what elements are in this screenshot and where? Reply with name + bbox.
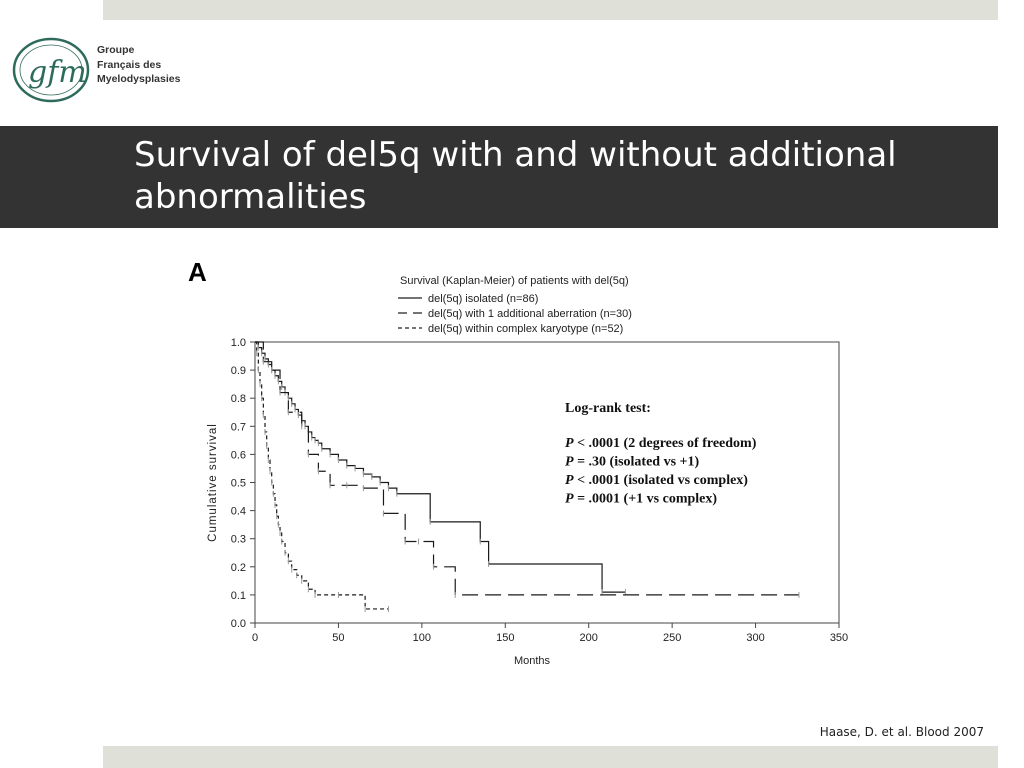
- survival-curves: [255, 341, 800, 612]
- series-line-2: [255, 341, 799, 596]
- y-tick-label: 0.0: [231, 618, 246, 630]
- y-tick-label: 0.3: [231, 534, 246, 546]
- annotation-line: P < .0001 (isolated vs complex): [565, 473, 748, 488]
- logo-mark: gfm: [28, 55, 87, 90]
- annotation-heading: Log-rank test:: [565, 401, 651, 416]
- logo-line-2: Français des: [97, 58, 162, 71]
- panel-label: A: [188, 257, 207, 287]
- plot-area-border: [254, 341, 840, 624]
- logo-line-3: Myelodysplasies: [97, 73, 181, 85]
- y-tick-label: 0.9: [231, 365, 246, 377]
- x-axis-ticks: 0 50 100 150 200 250 300 350: [252, 623, 848, 644]
- bottom-accent-bar: [103, 746, 998, 768]
- y-tick-label: 0.8: [231, 393, 246, 405]
- y-axis-label: Cumulative survival: [207, 423, 219, 542]
- x-tick-label: 0: [252, 632, 258, 644]
- logo-line-1: Groupe: [97, 44, 135, 56]
- logo-ring: [12, 37, 90, 103]
- x-axis-label: Months: [514, 655, 551, 667]
- annotation-line: P = .0001 (+1 vs complex): [565, 492, 717, 507]
- log-rank-annotation: Log-rank test: P < .0001 (2 degrees of fr…: [565, 401, 757, 507]
- legend: del(5q) isolated (n=86) del(5q) with 1 ad…: [398, 293, 632, 335]
- y-tick-label: 0.4: [231, 506, 246, 518]
- y-tick-label: 0.7: [231, 421, 246, 433]
- top-accent-bar: [103, 0, 998, 20]
- legend-label: del(5q) with 1 additional aberration (n=…: [428, 308, 632, 320]
- title-bar: [0, 126, 998, 228]
- logo-inner-ring: [19, 44, 83, 96]
- x-tick-label: 50: [332, 632, 344, 644]
- x-tick-label: 200: [580, 632, 598, 644]
- gfm-logo: gfm: [12, 37, 90, 103]
- series-line-3: [255, 341, 389, 610]
- slide-title: Survival of del5q with and without addit…: [134, 135, 897, 217]
- citation: Haase, D. et al. Blood 2007: [819, 725, 984, 739]
- y-tick-label: 0.2: [231, 562, 246, 574]
- x-tick-label: 100: [413, 632, 431, 644]
- logo-wordmark: Groupe Français des Myelodysplasies: [97, 43, 180, 87]
- km-survival-chart: A Survival (Kaplan-Meier) of patients wi…: [188, 257, 848, 667]
- plot-frame: [254, 341, 840, 624]
- legend-label: del(5q) within complex karyotype (n=52): [428, 323, 623, 335]
- y-tick-label: 0.1: [231, 590, 246, 602]
- x-tick-label: 150: [496, 632, 514, 644]
- annotation-line: P = .30 (isolated vs +1): [565, 455, 700, 470]
- x-tick-label: 300: [746, 632, 764, 644]
- annotation-line: P < .0001 (2 degrees of freedom): [565, 436, 757, 451]
- x-tick-label: 250: [663, 632, 681, 644]
- y-tick-label: 0.6: [231, 449, 246, 461]
- y-tick-label: 1.0: [231, 337, 246, 349]
- y-tick-label: 0.5: [231, 478, 246, 490]
- legend-label: del(5q) isolated (n=86): [428, 293, 538, 305]
- chart-title: Survival (Kaplan-Meier) of patients with…: [400, 275, 629, 287]
- y-axis-ticks: 0.0 0.1 0.2 0.3 0.4 0.5 0.6 0.7 0.8 0.9 1.0: [231, 337, 255, 630]
- x-tick-label: 350: [830, 632, 848, 644]
